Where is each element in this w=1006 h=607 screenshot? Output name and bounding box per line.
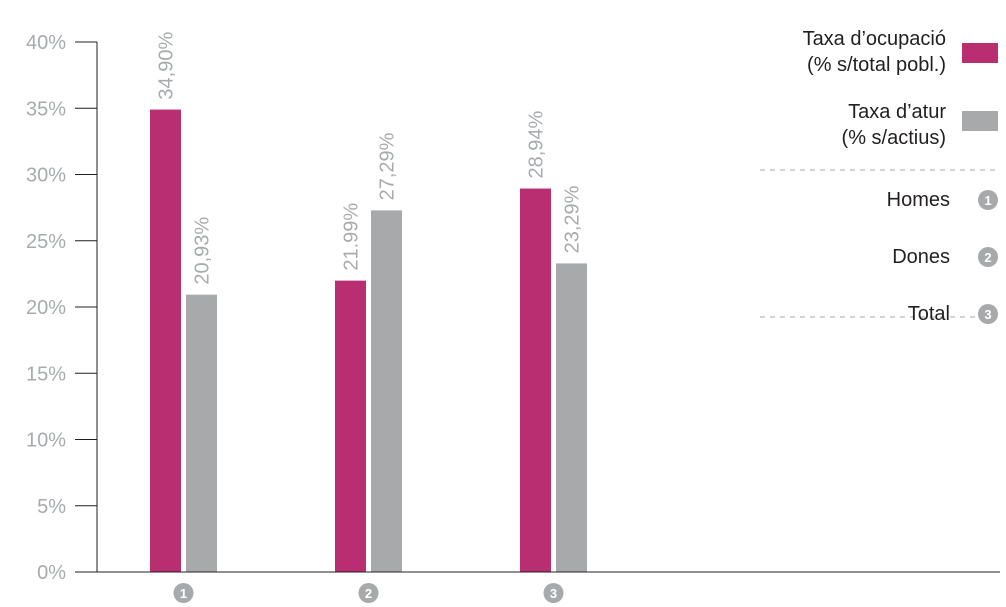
legend-category-3: Total 3 — [908, 303, 998, 325]
data-label-series1-cat3: 28,94% — [526, 110, 548, 178]
legend-category-label-2: Dones — [892, 246, 950, 268]
legend-series-2-line-2: (% s/actius) — [842, 127, 946, 149]
x-category-badge-1: 1 — [173, 583, 194, 603]
x-axis: 1 2 3 — [75, 571, 1000, 603]
y-tick-label-40: 40% — [26, 32, 66, 54]
x-category-badge-2: 2 — [358, 583, 379, 603]
y-tick-label-5: 5% — [37, 496, 66, 518]
legend-series-2-line-1: Taxa d’atur — [848, 101, 946, 123]
legend-series-2: Taxa d’atur (% s/actius) — [842, 101, 998, 149]
x-category-badge-2-circle — [358, 583, 379, 603]
y-axis: 0% 5% 10% 15% 20% 25% 30% 35% 40% — [26, 32, 98, 584]
x-category-badge-3: 3 — [543, 583, 564, 603]
data-label-series1-cat1: 34,90% — [156, 32, 178, 100]
legend-category-badge-2: 2 — [978, 247, 998, 267]
legend-category-label-1: Homes — [887, 189, 950, 211]
legend-category-badge-1-circle — [978, 190, 998, 210]
legend-category-badge-1-text: 1 — [984, 193, 991, 208]
bars — [150, 109, 587, 573]
legend-category-badge-2-text: 2 — [984, 250, 991, 265]
y-tick-label-20: 20% — [26, 297, 66, 319]
y-tick-label-25: 25% — [26, 231, 66, 253]
bar-series2-cat1 — [186, 294, 217, 572]
legend-series-1-line-1: Taxa d’ocupació — [803, 28, 946, 50]
legend-category-badge-3: 3 — [978, 304, 998, 324]
legend-category-badge-1: 1 — [978, 190, 998, 210]
legend-category-badge-3-text: 3 — [984, 307, 991, 322]
y-tick-label-30: 30% — [26, 165, 66, 187]
legend-category-badge-3-circle — [978, 304, 998, 324]
legend-category-1: Homes 1 — [887, 189, 998, 211]
legend-swatch-2 — [962, 111, 998, 131]
legend-series-1-line-2: (% s/total pobl.) — [807, 54, 946, 76]
bar-series1-cat1 — [150, 109, 181, 572]
legend: Taxa d’ocupació (% s/total pobl.) Taxa d’a… — [760, 28, 1000, 325]
legend-series-1: Taxa d’ocupació (% s/total pobl.) — [803, 28, 998, 76]
legend-category-label-3: Total — [908, 303, 950, 325]
x-category-badge-1-circle — [173, 583, 194, 603]
bar-series2-cat2 — [371, 210, 402, 572]
x-category-badge-1-text: 1 — [180, 586, 187, 601]
y-tick-label-10: 10% — [26, 430, 66, 452]
data-label-series2-cat1: 20,93% — [192, 217, 214, 285]
x-category-badge-3-circle — [543, 583, 564, 603]
x-category-badge-3-text: 3 — [550, 586, 557, 601]
legend-category-2: Dones 2 — [892, 246, 998, 268]
data-label-series2-cat2: 27,29% — [377, 132, 399, 200]
bar-series1-cat2 — [335, 280, 366, 572]
data-label-series2-cat3: 23,29% — [562, 185, 584, 253]
bar-series1-cat3 — [520, 188, 551, 573]
bar-series2-cat3 — [556, 263, 587, 572]
data-labels: 34,90% 21.99% 28,94% 20,93% 27,29% 23,29% — [156, 32, 584, 285]
data-label-series1-cat2: 21.99% — [341, 203, 363, 271]
legend-swatch-1 — [962, 43, 998, 63]
y-tick-label-35: 35% — [26, 98, 66, 120]
x-category-badge-2-text: 2 — [365, 586, 372, 601]
y-tick-label-15: 15% — [26, 363, 66, 385]
y-tick-label-0: 0% — [37, 562, 66, 584]
legend-category-badge-2-circle — [978, 247, 998, 267]
